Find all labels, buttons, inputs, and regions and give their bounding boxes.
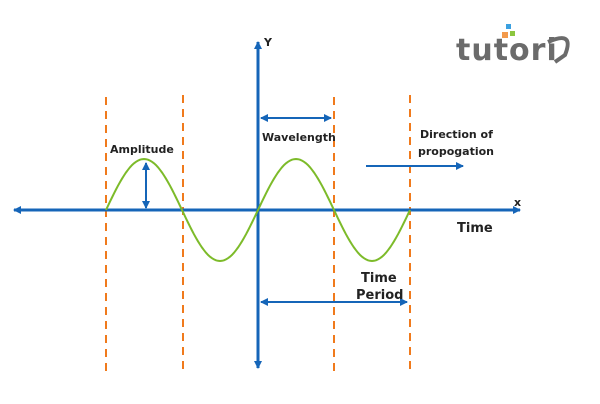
time-period-label-1: Time	[361, 271, 397, 286]
x-axis-label: x	[514, 196, 521, 209]
dashed-guides	[105, 95, 411, 372]
y-axis-label: Y	[263, 36, 273, 49]
time-label: Time	[457, 221, 493, 236]
sine-wave	[105, 157, 411, 263]
tutorix-logo: tutori	[456, 24, 570, 68]
svg-text:tutori: tutori	[456, 33, 558, 68]
direction-label-1: Direction of	[420, 128, 493, 141]
direction-label-2: propogation	[418, 145, 494, 158]
time-period-label-2: Period	[356, 288, 403, 303]
wavelength-label: Wavelength	[262, 131, 336, 144]
amplitude-label: Amplitude	[110, 143, 174, 156]
